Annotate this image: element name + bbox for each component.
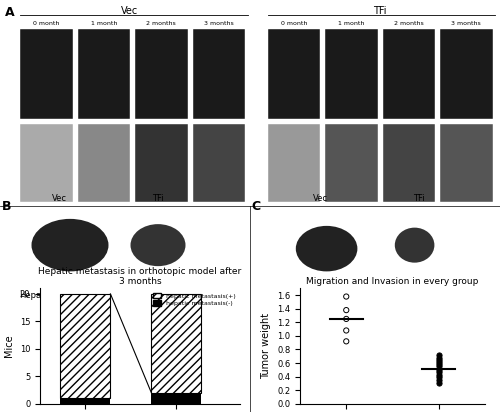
- Point: [342, 338, 350, 344]
- Point: [435, 380, 443, 387]
- Bar: [268, 124, 320, 202]
- Point: [435, 356, 443, 363]
- Bar: [192, 124, 245, 202]
- Text: TFi: TFi: [413, 194, 425, 203]
- Bar: [325, 29, 378, 119]
- Bar: [135, 124, 188, 202]
- Point: [342, 316, 350, 322]
- Bar: [268, 29, 320, 119]
- Text: C: C: [252, 200, 261, 213]
- Text: 0 month: 0 month: [33, 21, 60, 26]
- Bar: [382, 124, 435, 202]
- Text: Vec: Vec: [122, 6, 138, 16]
- Bar: [325, 124, 378, 202]
- Text: Hepatic: Hepatic: [20, 291, 52, 300]
- Point: [435, 377, 443, 383]
- Point: [435, 369, 443, 375]
- Text: 2 months: 2 months: [394, 21, 424, 26]
- Point: [435, 354, 443, 361]
- Title: Hepatic metastasis in orthotopic model after
3 months: Hepatic metastasis in orthotopic model a…: [38, 267, 242, 286]
- Bar: [20, 124, 72, 202]
- Y-axis label: Tumor weight: Tumor weight: [262, 313, 272, 379]
- Legend: hepatic metastasis(+), hepatic metastasis(-): hepatic metastasis(+), hepatic metastasi…: [152, 292, 237, 307]
- Bar: [60, 294, 110, 398]
- Ellipse shape: [130, 224, 186, 266]
- Ellipse shape: [32, 219, 108, 272]
- Point: [435, 363, 443, 370]
- Bar: [78, 124, 130, 202]
- Bar: [440, 29, 492, 119]
- Point: [435, 358, 443, 365]
- Text: 0 month: 0 month: [280, 21, 307, 26]
- Text: Vec: Vec: [52, 194, 66, 203]
- Point: [435, 351, 443, 358]
- Bar: [20, 29, 72, 119]
- Text: TFi: TFi: [152, 194, 164, 203]
- Point: [342, 293, 350, 300]
- Ellipse shape: [296, 226, 358, 272]
- Text: 3 months: 3 months: [204, 21, 234, 26]
- Bar: [152, 393, 202, 404]
- Point: [342, 307, 350, 314]
- Text: 3 months: 3 months: [452, 21, 481, 26]
- Bar: [382, 29, 435, 119]
- Bar: [60, 398, 110, 404]
- Point: [435, 367, 443, 373]
- Text: B: B: [2, 200, 12, 213]
- Text: 1 month: 1 month: [338, 21, 364, 26]
- Title: Migration and Invasion in every group: Migration and Invasion in every group: [306, 277, 478, 286]
- Point: [435, 361, 443, 368]
- Text: A: A: [5, 6, 15, 19]
- Bar: [152, 294, 202, 393]
- Bar: [135, 29, 188, 119]
- Point: [342, 327, 350, 334]
- Point: [435, 371, 443, 378]
- Bar: [440, 124, 492, 202]
- Text: TFi: TFi: [373, 6, 387, 16]
- Ellipse shape: [395, 227, 434, 263]
- Text: 1 month: 1 month: [90, 21, 117, 26]
- Text: Vec: Vec: [312, 194, 328, 203]
- Bar: [78, 29, 130, 119]
- Y-axis label: Mice: Mice: [4, 335, 14, 357]
- Text: 2 months: 2 months: [146, 21, 176, 26]
- Point: [435, 373, 443, 380]
- Bar: [192, 29, 245, 119]
